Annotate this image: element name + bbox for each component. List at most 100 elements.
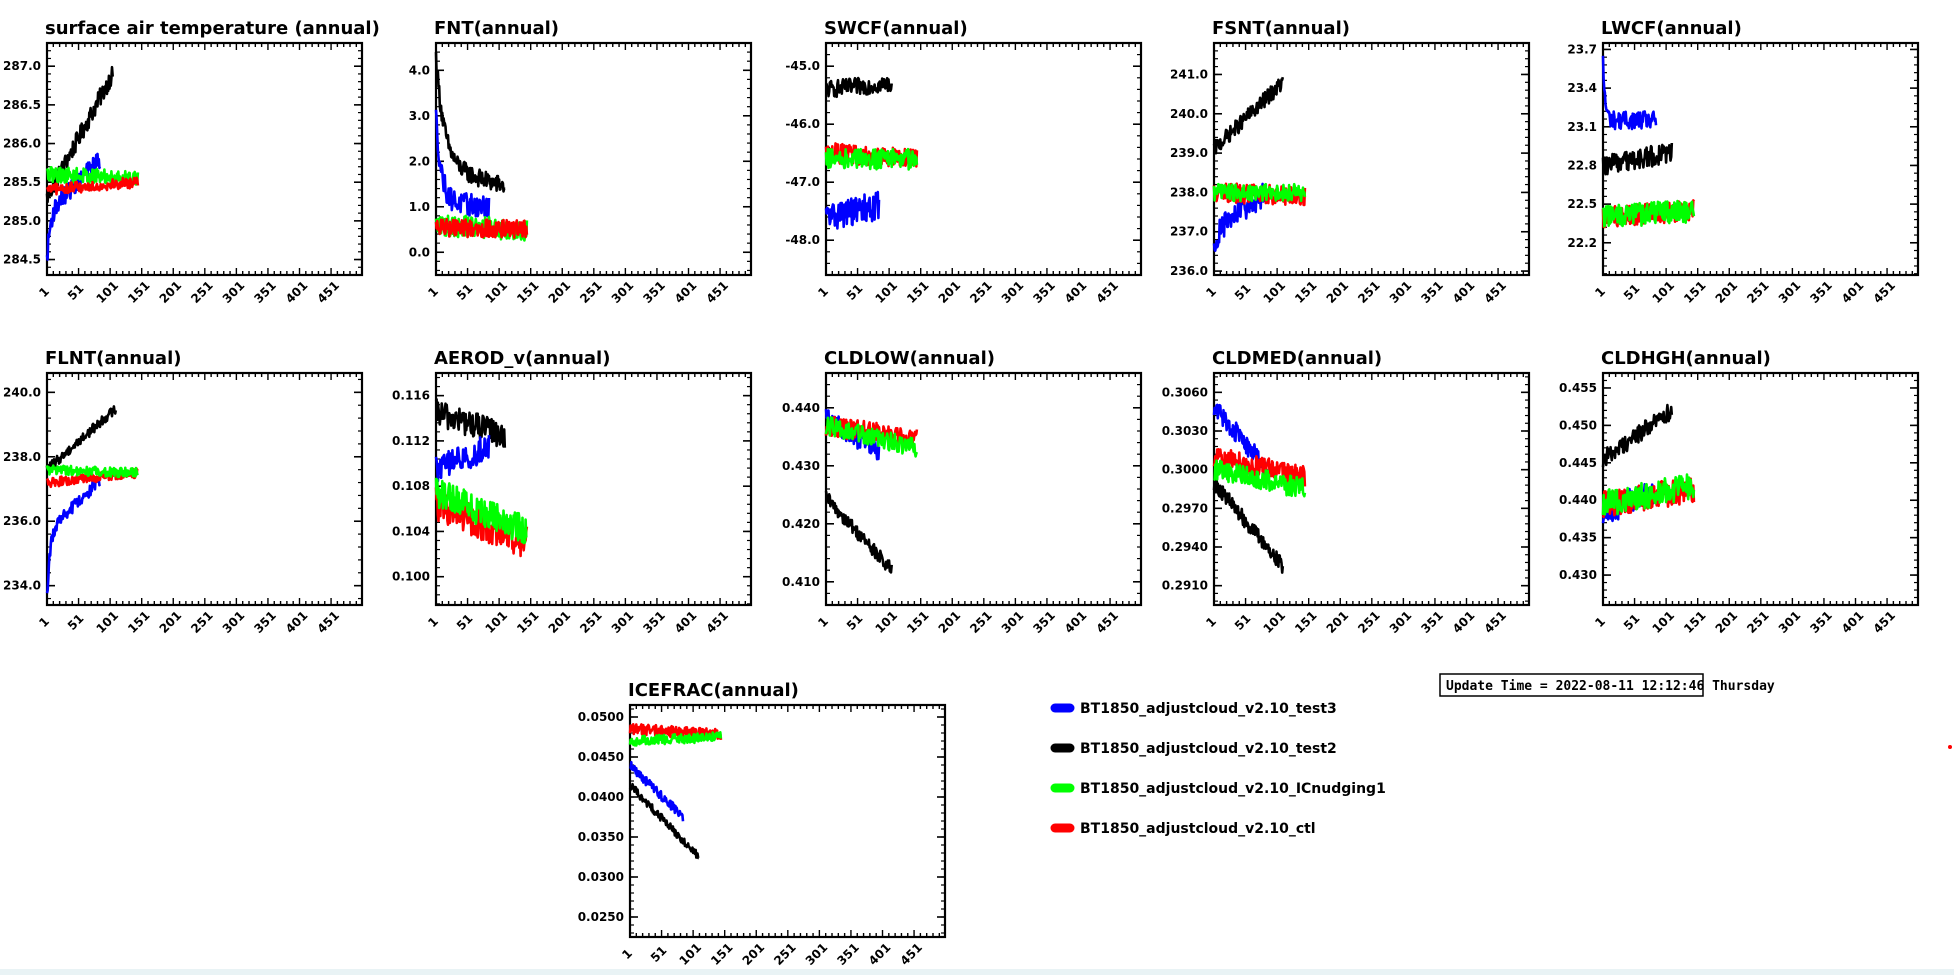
x-tick-label: 301	[999, 608, 1027, 636]
x-tick-label: 351	[1030, 608, 1058, 636]
x-tick-label: 51	[844, 281, 866, 303]
update-time-text: Update Time = 2022-08-11 12:12:46 Thursd…	[1446, 679, 1775, 694]
red-dot-marker	[1948, 745, 1952, 749]
chart-panel-4: FSNT(annual)1 51 101 151 201 251 301 351 401 4512…	[1170, 18, 1531, 306]
series-line	[1601, 403, 1674, 468]
chart-panel-2: FNT(annual)1 51 101 151 201 251 301 351 401 4510.…	[409, 18, 753, 306]
x-tick-label: 401	[672, 608, 700, 636]
y-tick-label: 285.5	[3, 175, 41, 189]
x-tick-label: 451	[1870, 608, 1898, 636]
series-line	[1212, 182, 1307, 203]
x-tick-label: 451	[1870, 278, 1898, 306]
series-line	[45, 166, 140, 187]
x-tick-label: 351	[251, 278, 279, 306]
x-tick-label: 401	[1839, 608, 1867, 636]
x-tick-label: 451	[314, 608, 342, 636]
legend-label-icnudging1: BT1850_adjustcloud_v2.10_ICnudging1	[1080, 781, 1386, 797]
y-tick-label: 23.1	[1567, 120, 1597, 134]
x-tick-label: 301	[999, 278, 1027, 306]
x-tick-label: 51	[648, 943, 670, 965]
panel-title: FNT(annual)	[434, 18, 559, 39]
series-line	[1213, 459, 1307, 498]
legend: BT1850_adjustcloud_v2.10_test3 BT1850_ad…	[1050, 701, 1386, 837]
y-tick-label: 284.5	[3, 253, 41, 267]
x-tick-label: 101	[482, 608, 510, 636]
x-tick-label: 51	[454, 611, 476, 633]
x-tick-label: 401	[1450, 608, 1478, 636]
y-tick-label: 0.0500	[578, 710, 624, 724]
y-tick-label: 234.0	[3, 579, 41, 593]
y-tick-label: 0.0	[409, 245, 430, 259]
legend-entry-ctl: BT1850_adjustcloud_v2.10_ctl	[1050, 821, 1316, 837]
series-line	[824, 490, 893, 574]
x-tick-label: 101	[1260, 608, 1288, 636]
x-tick-label: 451	[1481, 278, 1509, 306]
x-tick-label: 301	[220, 608, 248, 636]
x-tick-label: 351	[251, 608, 279, 636]
x-tick-label: 451	[1093, 278, 1121, 306]
y-tick-label: 0.0300	[578, 870, 624, 884]
x-tick-label: 251	[1744, 608, 1772, 636]
x-tick-label: 201	[157, 608, 185, 636]
x-tick-label: 1	[425, 614, 441, 630]
y-tick-label: 240.0	[3, 385, 41, 399]
series-line	[434, 435, 491, 483]
y-tick-label: 0.2970	[1162, 501, 1208, 515]
series-line	[1601, 199, 1696, 228]
y-tick-label: -47.0	[785, 175, 820, 189]
bottom-strip	[0, 969, 1954, 975]
series-line	[434, 52, 506, 193]
x-tick-label: 51	[454, 281, 476, 303]
x-tick-label: 251	[771, 940, 799, 968]
plot-frame	[434, 41, 753, 277]
x-tick-label: 401	[866, 940, 894, 968]
x-tick-label: 401	[283, 608, 311, 636]
y-tick-label: 0.2940	[1162, 540, 1208, 554]
x-tick-label: 51	[1232, 611, 1254, 633]
x-tick-label: 1	[815, 614, 831, 630]
x-tick-label: 251	[577, 278, 605, 306]
y-tick-label: 1.0	[409, 200, 430, 214]
y-tick-label: 287.0	[3, 59, 41, 73]
x-tick-label: 1	[425, 284, 441, 300]
panel-title: FSNT(annual)	[1212, 18, 1350, 39]
x-tick-label: 251	[967, 608, 995, 636]
chart-panel-7: AEROD_v(annual)1 51 101 151 201 251 301 351 401 4…	[392, 348, 753, 636]
series-line	[434, 397, 507, 448]
y-tick-label: -48.0	[785, 233, 820, 247]
x-tick-label: 151	[1681, 278, 1709, 306]
y-tick-label: 0.430	[782, 459, 820, 473]
x-tick-label: 101	[1649, 608, 1677, 636]
y-tick-label: 0.455	[1559, 381, 1597, 395]
plot-frame	[434, 371, 753, 607]
x-tick-label: 251	[188, 608, 216, 636]
series-line	[1601, 55, 1658, 131]
panel-title: CLDMED(annual)	[1212, 348, 1382, 369]
x-tick-label: 201	[157, 278, 185, 306]
y-tick-label: 23.4	[1567, 81, 1597, 95]
legend-entry-test3: BT1850_adjustcloud_v2.10_test3	[1050, 701, 1337, 717]
y-tick-label: 236.0	[3, 514, 41, 528]
y-tick-label: 22.5	[1567, 197, 1597, 211]
series-line	[45, 476, 102, 594]
update-time-box	[1439, 673, 1704, 697]
series-line	[824, 190, 881, 230]
y-tick-label: 0.3060	[1162, 385, 1208, 399]
chart-panel-3: SWCF(annual)1 51 101 151 201 251 301 351 401 451-…	[785, 18, 1143, 306]
y-tick-label: 3.0	[409, 109, 430, 123]
x-tick-label: 401	[1839, 278, 1867, 306]
y-tick-label: 240.0	[1170, 107, 1208, 121]
x-tick-label: 1	[1203, 614, 1219, 630]
panel-title: ICEFRAC(annual)	[628, 680, 799, 701]
x-tick-label: 201	[546, 278, 574, 306]
x-tick-label: 51	[1621, 281, 1643, 303]
y-tick-label: 0.0400	[578, 790, 624, 804]
y-tick-label: 0.2910	[1162, 579, 1208, 593]
series-line	[628, 730, 723, 747]
x-tick-label: 351	[1807, 278, 1835, 306]
y-tick-label: 285.0	[3, 214, 41, 228]
chart-panel-5: LWCF(annual)1 51 101 151 201 251 301 351 401 4512…	[1567, 18, 1920, 306]
series-line	[1212, 76, 1285, 155]
y-tick-label: 0.410	[782, 575, 820, 589]
series-line	[1212, 403, 1269, 478]
